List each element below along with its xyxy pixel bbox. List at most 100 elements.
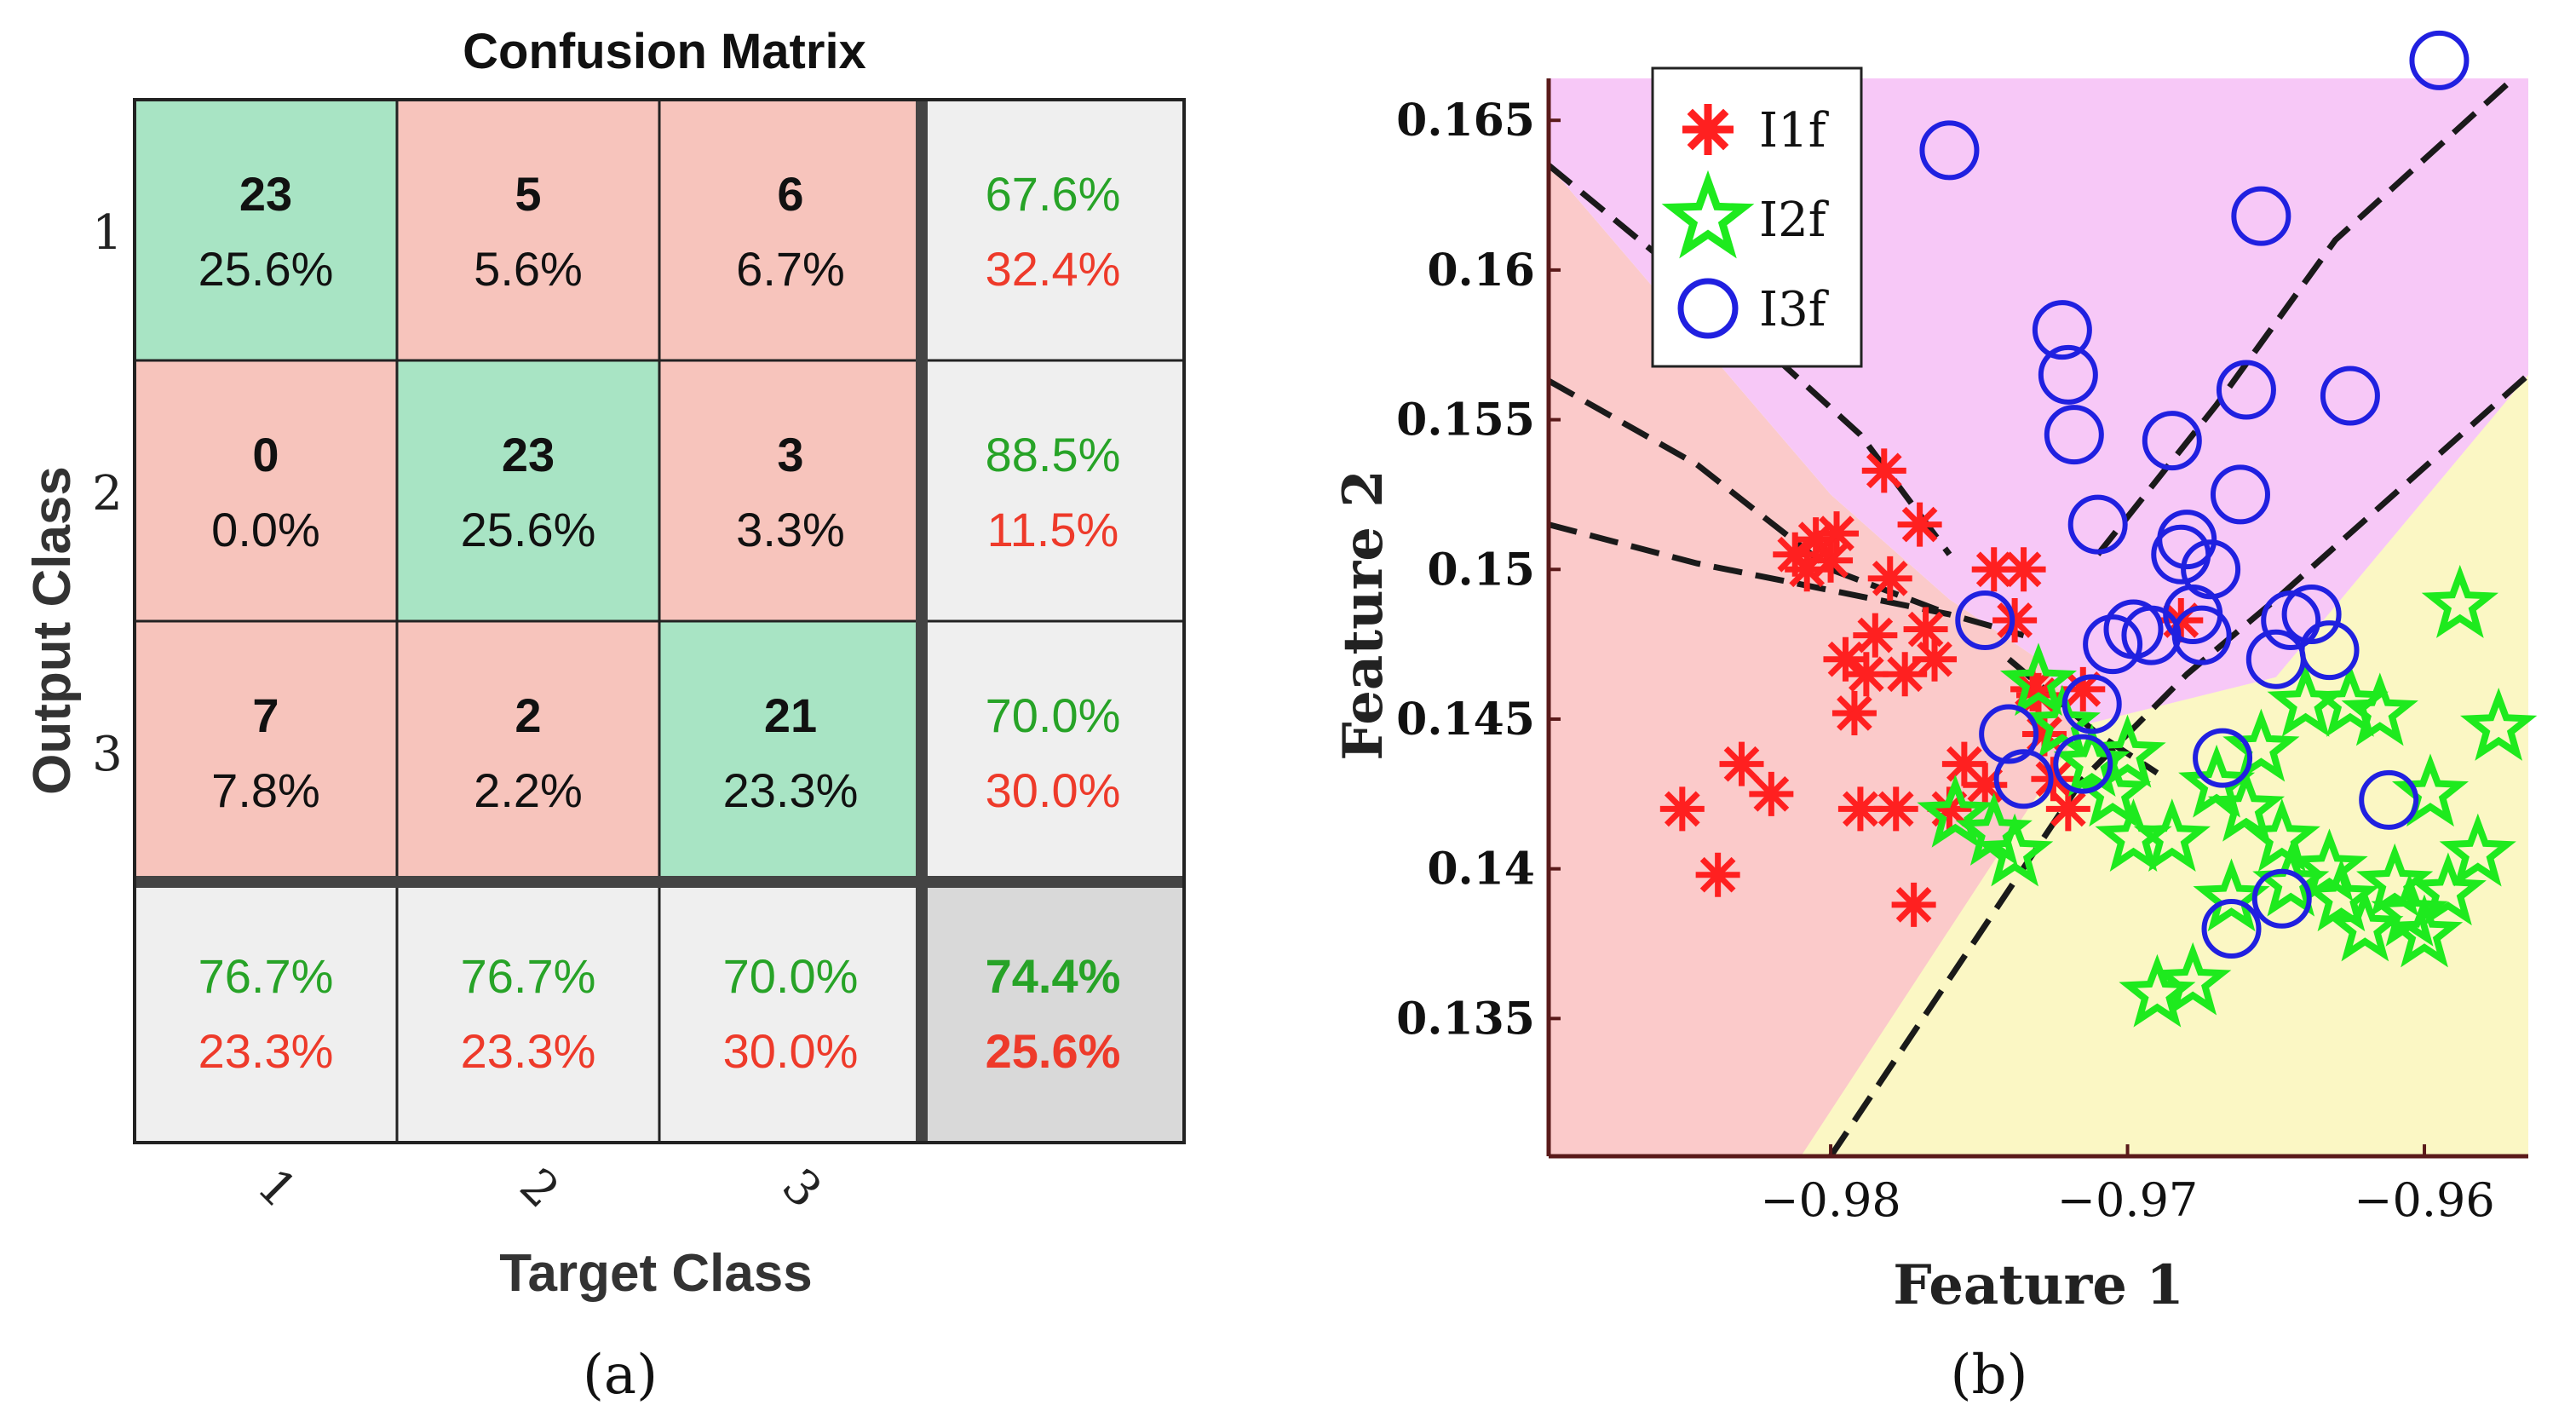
i2f-point <box>2154 942 2232 1016</box>
i3f-point <box>2231 186 2291 246</box>
i3f-point <box>2409 30 2470 90</box>
i1f-point <box>1843 652 1889 697</box>
scatter-points <box>1659 30 2538 1028</box>
i1f-point <box>1719 741 1764 786</box>
cm-cell-percent: 23.3% <box>723 763 859 817</box>
i1f-point-stroke <box>1866 452 1902 489</box>
cm-col-tick: 3 <box>771 1158 831 1218</box>
i3f-point <box>2044 405 2104 465</box>
i1f-point <box>1912 636 1958 682</box>
cm-row-precision: 88.5% <box>986 428 1121 481</box>
i3f-point <box>2038 344 2098 405</box>
i1f-point <box>1831 690 1877 735</box>
cm-cell-bg <box>658 98 923 362</box>
i1f-point <box>1903 607 1948 652</box>
decision-region <box>1801 374 2528 1156</box>
i1f-point-stroke <box>1753 775 1790 812</box>
y-tick-label: 0.16 <box>1427 245 1535 297</box>
i3f-point <box>2251 868 2312 929</box>
i3f-point <box>1979 704 2039 764</box>
i1f-point-stroke <box>1813 542 1849 579</box>
panel-label-a: (a) <box>583 1344 658 1407</box>
target-class-label: Target Class <box>499 1244 813 1303</box>
i1f-point <box>1823 636 1868 682</box>
scatter-panel: −0.98 −0.97 −0.96 0.135 0.14 0.145 0.15 0.155 0.… <box>1331 30 2538 1407</box>
i2f-point <box>2074 753 2152 827</box>
cm-cell-bg <box>395 619 661 884</box>
i2f-point <box>2385 894 2464 968</box>
y-tick-label: 0.135 <box>1396 993 1535 1045</box>
i2f-point <box>1917 774 1994 848</box>
legend-i2f-marker <box>1661 170 1755 259</box>
i3f-point <box>2201 898 2262 959</box>
i3f-point <box>1919 120 1980 181</box>
confusion-matrix-title: Confusion Matrix <box>463 24 866 79</box>
i1f-point-stroke <box>1819 515 1854 551</box>
x-tick-label: −0.96 <box>2354 1173 2494 1227</box>
i1f-point <box>1659 786 1705 832</box>
i1f-point <box>1861 448 1906 493</box>
cm-cell-bg <box>658 359 923 623</box>
i1f-point-stroke <box>1723 746 1760 782</box>
cm-col-recall: 70.0% <box>723 949 859 1003</box>
scatter-axes: −0.98 −0.97 −0.96 0.135 0.14 0.145 0.15 0.155 0.… <box>1396 78 2528 1227</box>
decision-boundary-line <box>1828 372 2528 1156</box>
i3f-point <box>2083 614 2143 675</box>
i3f-point <box>2193 728 2253 788</box>
i3f-point <box>2359 769 2419 830</box>
output-class-label: Output Class <box>23 466 82 795</box>
i2f-point <box>2439 813 2516 887</box>
cm-col-error: 23.3% <box>461 1024 596 1078</box>
i1f-point <box>2001 547 2046 592</box>
cm-row-tick: 2 <box>92 466 123 521</box>
i1f-point <box>1897 502 1942 547</box>
i1f-point <box>1793 517 1838 562</box>
i1f-point <box>1785 547 1830 592</box>
cm-overall-bg <box>920 880 1186 1144</box>
cm-cell-count: 2 <box>515 688 541 742</box>
cm-border <box>133 98 1186 1144</box>
i2f-point <box>1999 642 2078 717</box>
legend-i1f-marker <box>1682 104 1734 155</box>
y-tick-label: 0.15 <box>1427 544 1535 596</box>
cm-cell-count: 23 <box>502 428 555 481</box>
legend-i1f-stroke <box>1687 108 1729 151</box>
i1f-point <box>1749 771 1794 816</box>
i2f-point <box>2409 852 2487 926</box>
i1f-point-stroke <box>1975 551 2012 588</box>
cm-col-recall: 76.7% <box>198 949 334 1003</box>
i1f-point-stroke <box>1877 791 1914 827</box>
i3f-point <box>2320 366 2380 426</box>
i1f-point-stroke <box>1946 746 1982 782</box>
cm-cell-count: 5 <box>515 167 541 221</box>
scatter-legend: I1f I2f I3f <box>1651 66 1863 368</box>
i1f-point-stroke <box>1699 856 1736 893</box>
i1f-point <box>1891 882 1936 927</box>
decision-boundary-line <box>1549 521 2025 638</box>
decision-boundary-line <box>2095 78 2516 556</box>
feature1-axis-label: Feature 1 <box>1893 1253 2183 1317</box>
i2f-point <box>2303 858 2380 932</box>
i1f-point-stroke <box>1907 611 1944 648</box>
cm-cell-count: 23 <box>239 167 292 221</box>
y-tick-label: 0.155 <box>1396 395 1535 446</box>
i3f-point <box>2281 584 2342 644</box>
i1f-point <box>1695 852 1740 897</box>
i2f-point <box>2207 768 2286 842</box>
cm-row-error: 11.5% <box>987 503 1119 556</box>
i2f-point <box>2356 843 2434 917</box>
i3f-point <box>1993 749 2054 809</box>
i1f-point-stroke <box>1887 656 1923 693</box>
cm-col-recall: 76.7% <box>461 949 596 1003</box>
i3f-point <box>2171 605 2232 665</box>
cm-cell-percent: 25.6% <box>198 242 334 296</box>
i3f-point <box>2061 674 2122 734</box>
i1f-point-stroke <box>1664 791 1700 827</box>
i1f-point <box>1867 556 1912 601</box>
i3f-point <box>2299 620 2360 681</box>
i1f-point <box>1873 786 1918 832</box>
y-tick-label: 0.165 <box>1396 95 1535 147</box>
i1f-point <box>1814 511 1860 556</box>
cm-overall-accuracy: 74.4% <box>986 949 1121 1003</box>
i3f-point <box>2181 539 2241 600</box>
